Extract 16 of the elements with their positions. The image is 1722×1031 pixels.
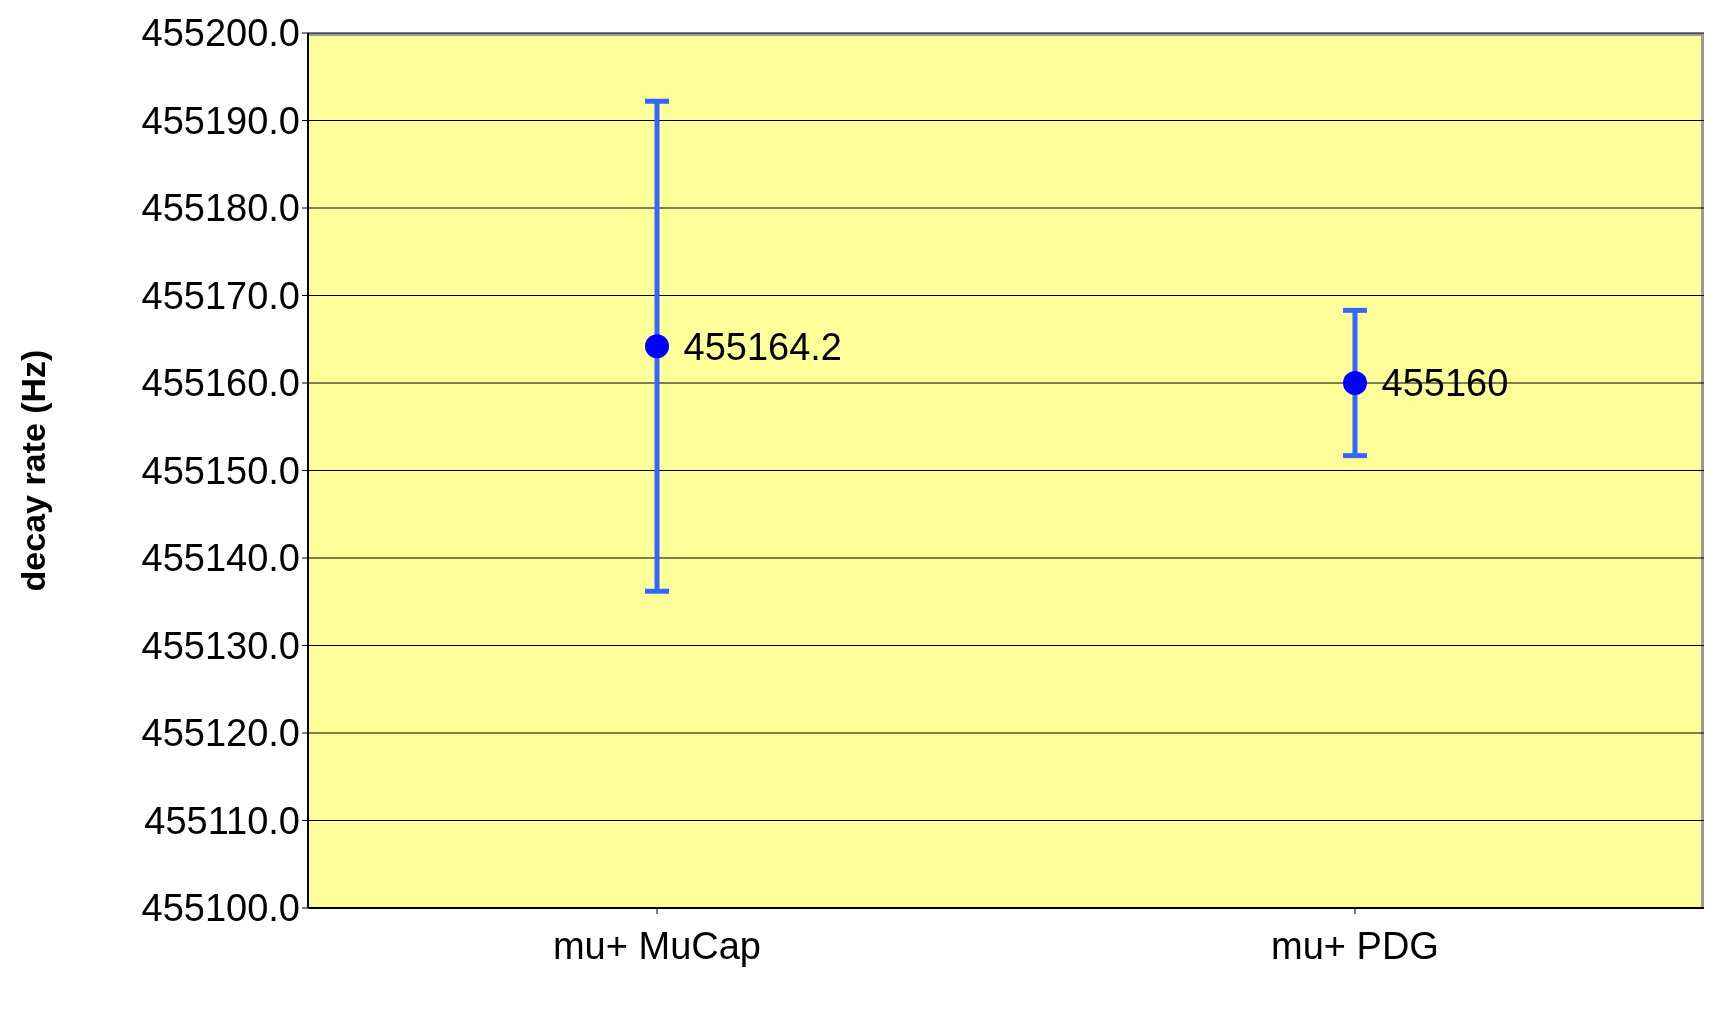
- y-tick-label: 455150.0: [141, 449, 300, 492]
- y-tick-label: 455160.0: [141, 362, 300, 405]
- y-tick-label: 455180.0: [141, 187, 300, 230]
- y-tick-label: 455130.0: [141, 624, 300, 667]
- y-tick-label: 455140.0: [141, 537, 300, 580]
- y-tick-label: 455170.0: [141, 274, 300, 317]
- y-tick-label: 455110.0: [144, 799, 300, 842]
- x-tick-label: mu+ MuCap: [552, 924, 762, 967]
- data-label: 455164.2: [683, 325, 843, 368]
- y-tick-label: 455190.0: [141, 99, 300, 142]
- y-tick-label: 455100.0: [141, 887, 300, 930]
- y-axis-title: decay rate (Hz): [14, 349, 53, 592]
- y-tick-label: 455200.0: [141, 12, 300, 55]
- data-label: 455160: [1381, 362, 1509, 405]
- x-tick-label: mu+ PDG: [1271, 924, 1439, 967]
- y-tick-label: 455120.0: [141, 712, 300, 755]
